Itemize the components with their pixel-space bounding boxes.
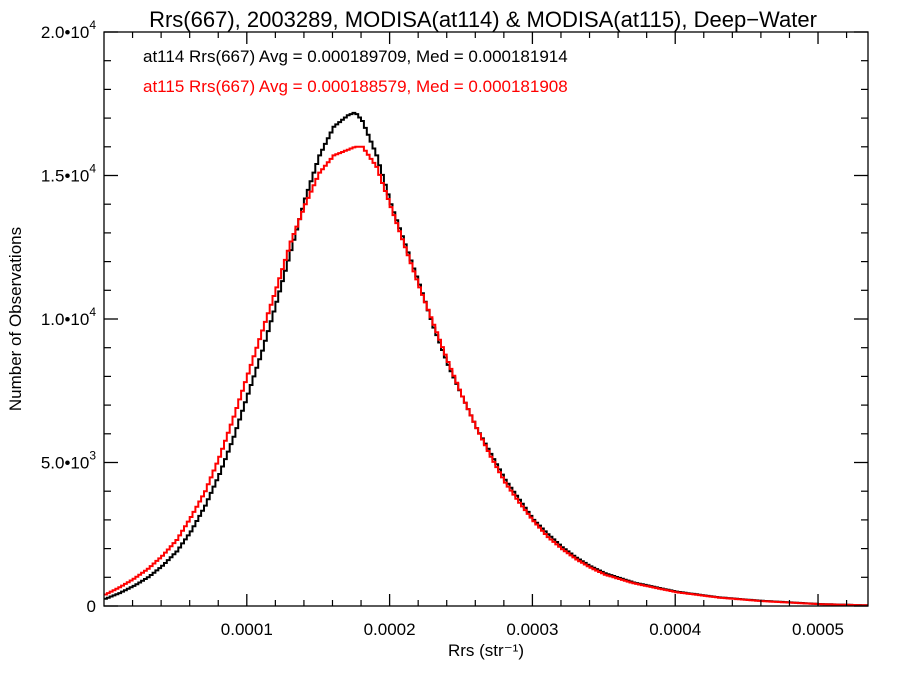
annotation-at115: at115 Rrs(667) Avg = 0.000188579, Med = … — [143, 77, 568, 96]
y-axis: 0 5.0•103 1.0•104 1.5•104 2.0•104 — [41, 18, 868, 616]
x-axis-label: Rrs (str⁻¹) — [448, 641, 524, 660]
series-layer — [104, 111, 868, 607]
y-tick-label: 5.0•103 — [41, 449, 97, 473]
y-tick-label: 0 — [87, 597, 96, 616]
series-line-2 — [104, 145, 868, 607]
y-tick-label: 2.0•104 — [41, 18, 97, 42]
annotation-at114: at114 Rrs(667) Avg = 0.000189709, Med = … — [143, 47, 568, 66]
x-tick-label: 0.0004 — [649, 620, 701, 639]
x-tick-label: 0.0001 — [221, 620, 273, 639]
x-tick-label: 0.0003 — [506, 620, 558, 639]
x-tick-label: 0.0005 — [792, 620, 844, 639]
y-axis-label: Number of Observations — [6, 227, 25, 411]
x-axis: 0.0001 0.0002 0.0003 0.0004 0.0005 — [131, 32, 848, 639]
chart-title: Rrs(667), 2003289, MODISA(at114) & MODIS… — [149, 7, 817, 32]
y-tick-label: 1.0•104 — [41, 305, 97, 329]
x-tick-label: 0.0002 — [364, 620, 416, 639]
y-tick-label: 1.5•104 — [41, 162, 97, 186]
